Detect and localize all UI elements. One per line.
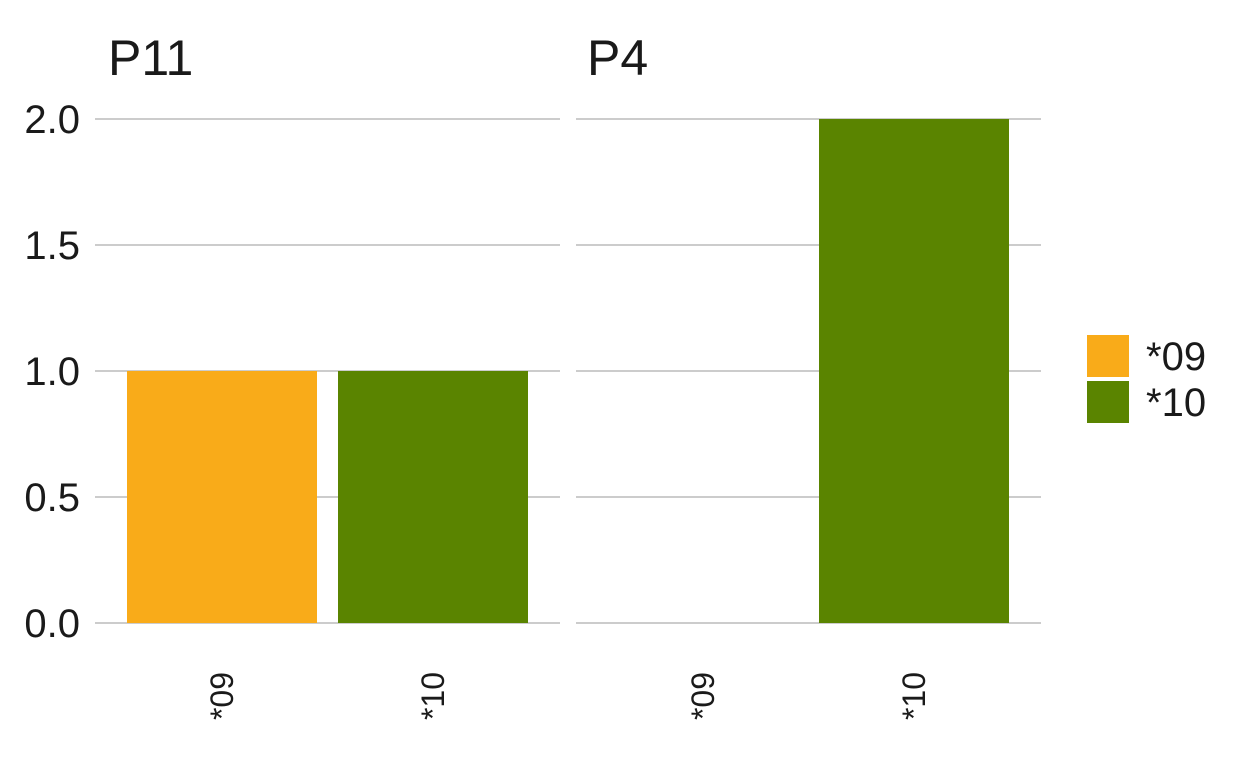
text-layer: P11 P4 [108,30,648,86]
y-tick-label: 2.0 [24,98,80,142]
legend-swatch [1087,335,1129,377]
legend-label: *09 [1146,335,1206,379]
bar-p4-cat10 [819,119,1009,623]
legend: *09*10 [1087,335,1206,425]
panel-title-p4: P4 [587,30,648,86]
y-tick-label: 1.0 [24,350,80,394]
y-axis-ticks: 0.0 0.5 1.0 1.5 2.0 [24,98,80,646]
x-axis-ticks: *09 *10 *09 *10 [204,672,932,720]
bar-layer [127,119,1009,623]
y-tick-label: 0.5 [24,476,80,520]
bar-p11-cat09 [127,371,317,623]
y-tick-label: 0.0 [24,602,80,646]
x-tick-label: *09 [204,672,240,720]
legend-swatch [1087,381,1129,423]
legend-label: *10 [1146,381,1206,425]
y-tick-label: 1.5 [24,224,80,268]
bar-p11-cat10 [338,371,528,623]
x-tick-label: *10 [415,672,451,720]
panel-title-p11: P11 [108,30,193,86]
x-tick-label: *10 [896,672,932,720]
x-tick-label: *09 [685,672,721,720]
